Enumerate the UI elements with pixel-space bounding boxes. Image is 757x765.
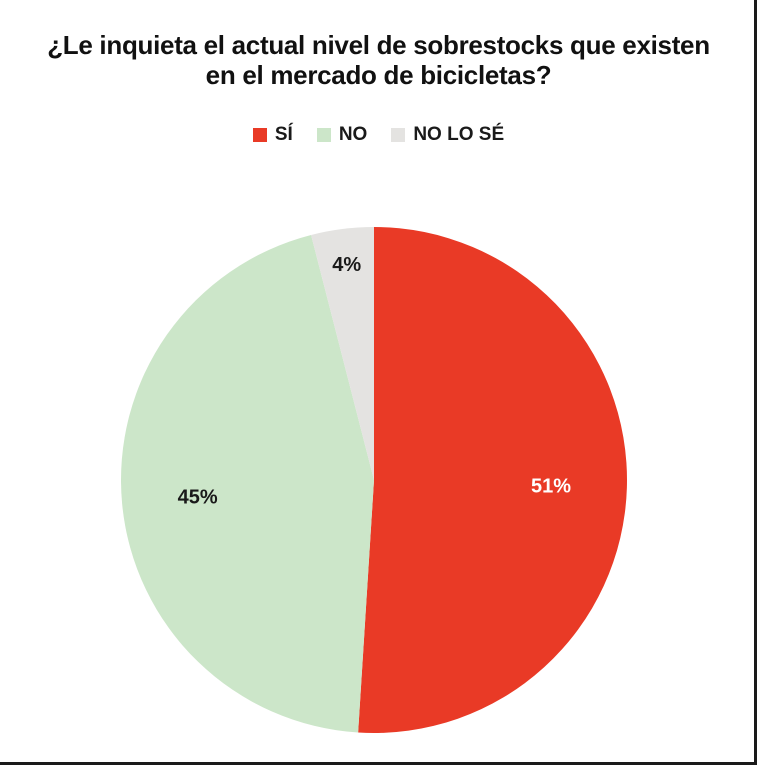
pie-slice-label-2: 45%	[178, 487, 218, 509]
chart-legend: SÍ NO NO LO SÉ	[0, 124, 757, 146]
legend-item-si: SÍ	[252, 124, 293, 146]
legend-swatch-no-lo-se	[391, 128, 406, 142]
pie-slice-label-3: 4%	[332, 254, 361, 276]
legend-item-no-lo-se: NO LO SÉ	[391, 124, 504, 146]
legend-label-no: NO	[338, 124, 368, 145]
chart-title: ¿Le inquieta el actual nivel de sobresto…	[0, 30, 757, 90]
pie-slice-label-1: 51%	[531, 476, 571, 498]
pie-slice-1	[358, 227, 628, 734]
frame-edge-right	[754, 0, 757, 765]
chart-title-line-2: en el mercado de bicicletas?	[205, 60, 552, 90]
pie-slice-3	[311, 227, 374, 480]
frame-edge-bottom	[0, 762, 757, 765]
legend-swatch-si	[252, 128, 267, 142]
legend-label-si: SÍ	[274, 124, 293, 145]
legend-item-no: NO	[316, 124, 368, 146]
chart-title-line-1: ¿Le inquieta el actual nivel de sobresto…	[47, 30, 710, 60]
pie-slice-2	[121, 234, 374, 733]
legend-swatch-no	[316, 128, 331, 142]
legend-label-no-lo-se: NO LO SÉ	[413, 124, 505, 145]
